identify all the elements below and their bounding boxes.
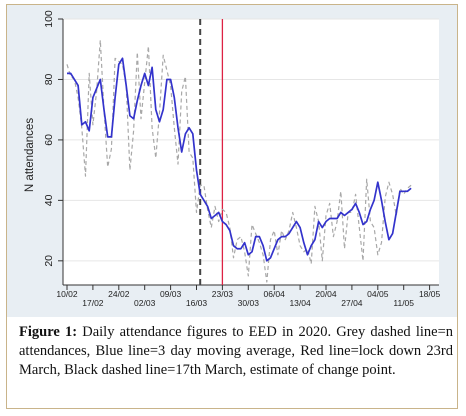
y-tick-label: 80 [43,73,55,85]
x-tick-label: 20/04 [315,289,337,299]
y-tick-label: 60 [43,134,55,146]
y-tick-label: 100 [43,10,55,28]
x-tick-label: 11/05 [393,298,414,308]
x-tick-label: 27/04 [341,298,363,308]
x-tick-label: 16/03 [186,298,208,308]
attendance-line-chart: 20 40 60 80 100 10/02 24/02 09/03 23/03 06/04 20/… [7,5,457,317]
x-tick-label: 23/03 [212,289,234,299]
caption-label: Figure 1: [19,324,78,340]
x-tick-label: 13/04 [289,298,311,308]
moving-average-line [67,57,412,262]
x-tick-label: 10/02 [56,289,78,299]
x-tick-label: 24/02 [108,289,130,299]
y-tick-label: 40 [43,194,55,206]
caption-text: Daily attendance figures to EED in 2020.… [19,324,453,378]
x-tick-label: 06/04 [264,289,286,299]
x-tick-label: 18/05 [419,289,441,299]
y-axis-label: N attendances [24,118,36,192]
y-axis: 20 40 60 80 100 [43,10,64,285]
x-tick-label: 02/03 [134,298,156,308]
x-tick-label: 30/03 [238,298,260,308]
x-axis: 10/02 24/02 09/03 23/03 06/04 20/04 04/05 18/05… [56,284,441,308]
plot-area [63,19,439,285]
x-tick-label: 04/05 [367,289,389,299]
y-tick-label: 20 [43,255,55,267]
x-tick-label: 17/02 [82,298,104,308]
figure-caption: Figure 1: Daily attendance figures to EE… [19,323,453,380]
series-layer [66,19,412,285]
figure-frame: 20 40 60 80 100 10/02 24/02 09/03 23/03 06/04 20/… [6,4,458,409]
x-tick-label: 09/03 [160,289,182,299]
